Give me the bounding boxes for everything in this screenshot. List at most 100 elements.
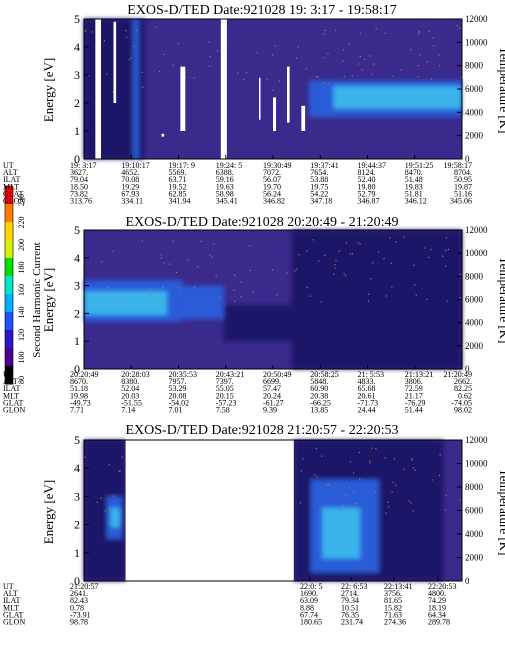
spark-dot <box>107 286 109 289</box>
orbit-cell: 7957. <box>169 377 187 386</box>
orbit-cell: 18.19 <box>428 603 446 612</box>
ytick-label: 1 <box>74 334 80 348</box>
ytick-label: 5 <box>74 12 80 26</box>
panel-2-title: EXOS-D/TED Date:921028 20:20:49 - 21:20:… <box>126 215 399 230</box>
orbit-cell: 52.79 <box>358 189 376 198</box>
spark-dot <box>274 45 277 47</box>
orbit-cell: 10.51 <box>341 603 359 612</box>
orbit-cell: 58.98 <box>216 189 234 198</box>
orbit-cell: -74.05 <box>451 398 472 407</box>
spark-dot <box>334 267 336 269</box>
spark-dot <box>276 294 278 296</box>
orbit-cell: 2641. <box>70 589 88 598</box>
spark-dot <box>113 495 115 497</box>
orbit-cell: 63.71 <box>169 175 187 184</box>
colorbar: 240 220 200 180 160 140 120 100 80 Second Harmoni… <box>4 185 43 385</box>
orbit-cell: 65.68 <box>358 384 376 393</box>
orbit-cell: 59.16 <box>216 175 234 184</box>
intensity-layer <box>84 440 444 581</box>
spark-dot <box>84 29 86 32</box>
spark-dot <box>316 475 318 478</box>
spark-dot <box>358 63 360 65</box>
spark-dot <box>343 75 346 78</box>
intensity-region <box>322 507 360 559</box>
spark-dot <box>369 462 371 464</box>
spark-dot <box>313 474 315 476</box>
ytick-label: 0 <box>74 574 80 588</box>
orbit-cell: 341.94 <box>169 197 191 206</box>
orbit-cell: 180.65 <box>300 618 322 627</box>
orbit-cell: 74.29 <box>428 596 446 605</box>
spark-dot <box>130 57 132 59</box>
panel-3-orbit-table: UT 21:20:57 22:0: 5 22: 6:53 22:13:41 22:20:5… <box>3 582 456 627</box>
spark-dot <box>361 69 363 71</box>
y2tick-label: 2000 <box>465 131 484 141</box>
ytick-label: 3 <box>74 279 80 293</box>
orbit-cell: 51.44 <box>405 406 423 415</box>
data-gap <box>125 440 294 581</box>
y2tick-label: 6000 <box>465 295 484 305</box>
orbit-cell: 18.50 <box>70 182 88 191</box>
spark-dot <box>108 464 110 466</box>
spark-dot <box>169 263 171 265</box>
spark-dot <box>148 297 150 299</box>
orbit-row-label: UT <box>3 582 14 591</box>
spark-dot <box>159 70 161 73</box>
orbit-cell: 13.85 <box>310 406 328 415</box>
orbit-cell: -54.02 <box>169 398 190 407</box>
orbit-cell: 67.93 <box>121 189 139 198</box>
colorbar-segment <box>5 348 13 367</box>
spark-dot <box>432 37 434 39</box>
colorbar-segment <box>5 222 13 241</box>
spark-dot <box>459 499 461 501</box>
orbit-cell: 67.74 <box>300 610 318 619</box>
spark-dot <box>439 454 441 456</box>
orbit-cell: 313.76 <box>70 197 92 206</box>
ytick-label: 5 <box>74 223 80 237</box>
orbit-cell: -51.55 <box>121 398 142 407</box>
orbit-cell: 55.05 <box>216 384 234 393</box>
y2tick-label: 6000 <box>465 84 484 94</box>
spark-dot <box>234 274 236 276</box>
spark-dot <box>141 240 143 242</box>
orbit-cell: 76.35 <box>341 610 359 619</box>
spark-dot <box>359 56 361 58</box>
colorbar-tick-label: 80 <box>17 376 26 384</box>
orbit-cell: 7.01 <box>169 406 183 415</box>
orbit-cell: 51.81 <box>405 189 423 198</box>
orbit-cell: 21:20:49 <box>444 370 472 379</box>
spark-dot <box>334 264 336 266</box>
orbit-cell: 70.08 <box>121 175 139 184</box>
colorbar-tick-label: 180 <box>17 262 26 274</box>
orbit-cell: 52.40 <box>358 175 376 184</box>
colorbar-tick-label: 160 <box>17 284 26 296</box>
y2tick-label: 10000 <box>465 248 488 258</box>
spark-dot <box>395 241 397 243</box>
spark-dot <box>388 506 390 508</box>
y2tick-label: 0 <box>465 154 470 164</box>
orbit-cell: 20.38 <box>310 391 328 400</box>
colorbar-tick-label: 120 <box>17 329 26 341</box>
spark-dot <box>209 254 211 256</box>
orbit-cell: 19:30:49 <box>263 161 291 170</box>
spark-dot <box>410 502 412 504</box>
spark-dot <box>266 79 268 81</box>
colorbar-tick-label: 200 <box>17 239 26 251</box>
orbit-cell: 64.34 <box>428 610 446 619</box>
orbit-row-label: MLT <box>3 182 19 191</box>
orbit-cell: 60.90 <box>310 384 328 393</box>
y2tick-label: 4000 <box>465 529 484 539</box>
spark-dot <box>387 501 389 503</box>
orbit-row-label: ILAT <box>3 175 20 184</box>
orbit-cell: 7654. <box>310 168 328 177</box>
spark-dot <box>172 240 174 242</box>
spark-dot <box>299 502 302 504</box>
orbit-cell: 19.83 <box>405 182 423 191</box>
spark-dot <box>104 510 106 512</box>
orbit-cell: 346.12 <box>405 197 427 206</box>
orbit-cell: 19:17: 9 <box>169 161 195 170</box>
spark-dot <box>390 262 393 265</box>
orbit-cell: 346.82 <box>263 197 285 206</box>
orbit-cell: 71.63 <box>384 610 402 619</box>
spark-dot <box>317 76 319 78</box>
